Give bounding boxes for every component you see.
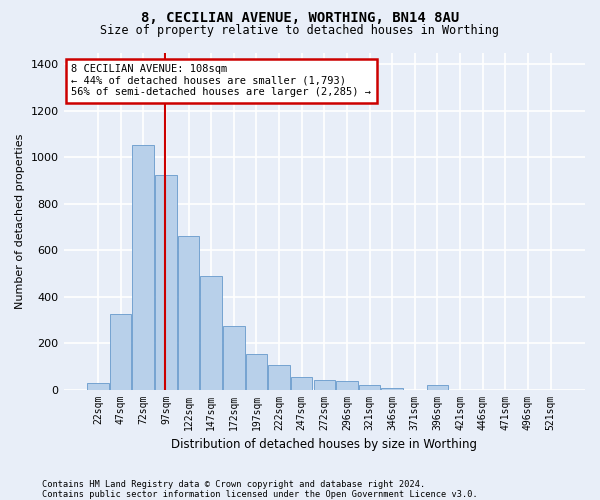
Bar bbox=[110, 314, 131, 390]
Bar bbox=[223, 326, 245, 390]
Bar bbox=[382, 388, 403, 390]
Bar bbox=[87, 382, 109, 390]
X-axis label: Distribution of detached houses by size in Worthing: Distribution of detached houses by size … bbox=[171, 438, 477, 451]
Bar bbox=[336, 382, 358, 390]
Bar bbox=[245, 354, 267, 390]
Bar bbox=[155, 174, 176, 390]
Bar bbox=[314, 380, 335, 390]
Bar bbox=[200, 276, 222, 390]
Text: 8, CECILIAN AVENUE, WORTHING, BN14 8AU: 8, CECILIAN AVENUE, WORTHING, BN14 8AU bbox=[141, 12, 459, 26]
Text: Contains public sector information licensed under the Open Government Licence v3: Contains public sector information licen… bbox=[42, 490, 478, 499]
Text: Contains HM Land Registry data © Crown copyright and database right 2024.: Contains HM Land Registry data © Crown c… bbox=[42, 480, 425, 489]
Text: Size of property relative to detached houses in Worthing: Size of property relative to detached ho… bbox=[101, 24, 499, 37]
Bar bbox=[268, 365, 290, 390]
Text: 8 CECILIAN AVENUE: 108sqm
← 44% of detached houses are smaller (1,793)
56% of se: 8 CECILIAN AVENUE: 108sqm ← 44% of detac… bbox=[71, 64, 371, 98]
Bar bbox=[291, 377, 313, 390]
Y-axis label: Number of detached properties: Number of detached properties bbox=[15, 134, 25, 308]
Bar bbox=[133, 146, 154, 390]
Bar bbox=[359, 385, 380, 390]
Bar bbox=[427, 385, 448, 390]
Bar bbox=[178, 236, 199, 390]
